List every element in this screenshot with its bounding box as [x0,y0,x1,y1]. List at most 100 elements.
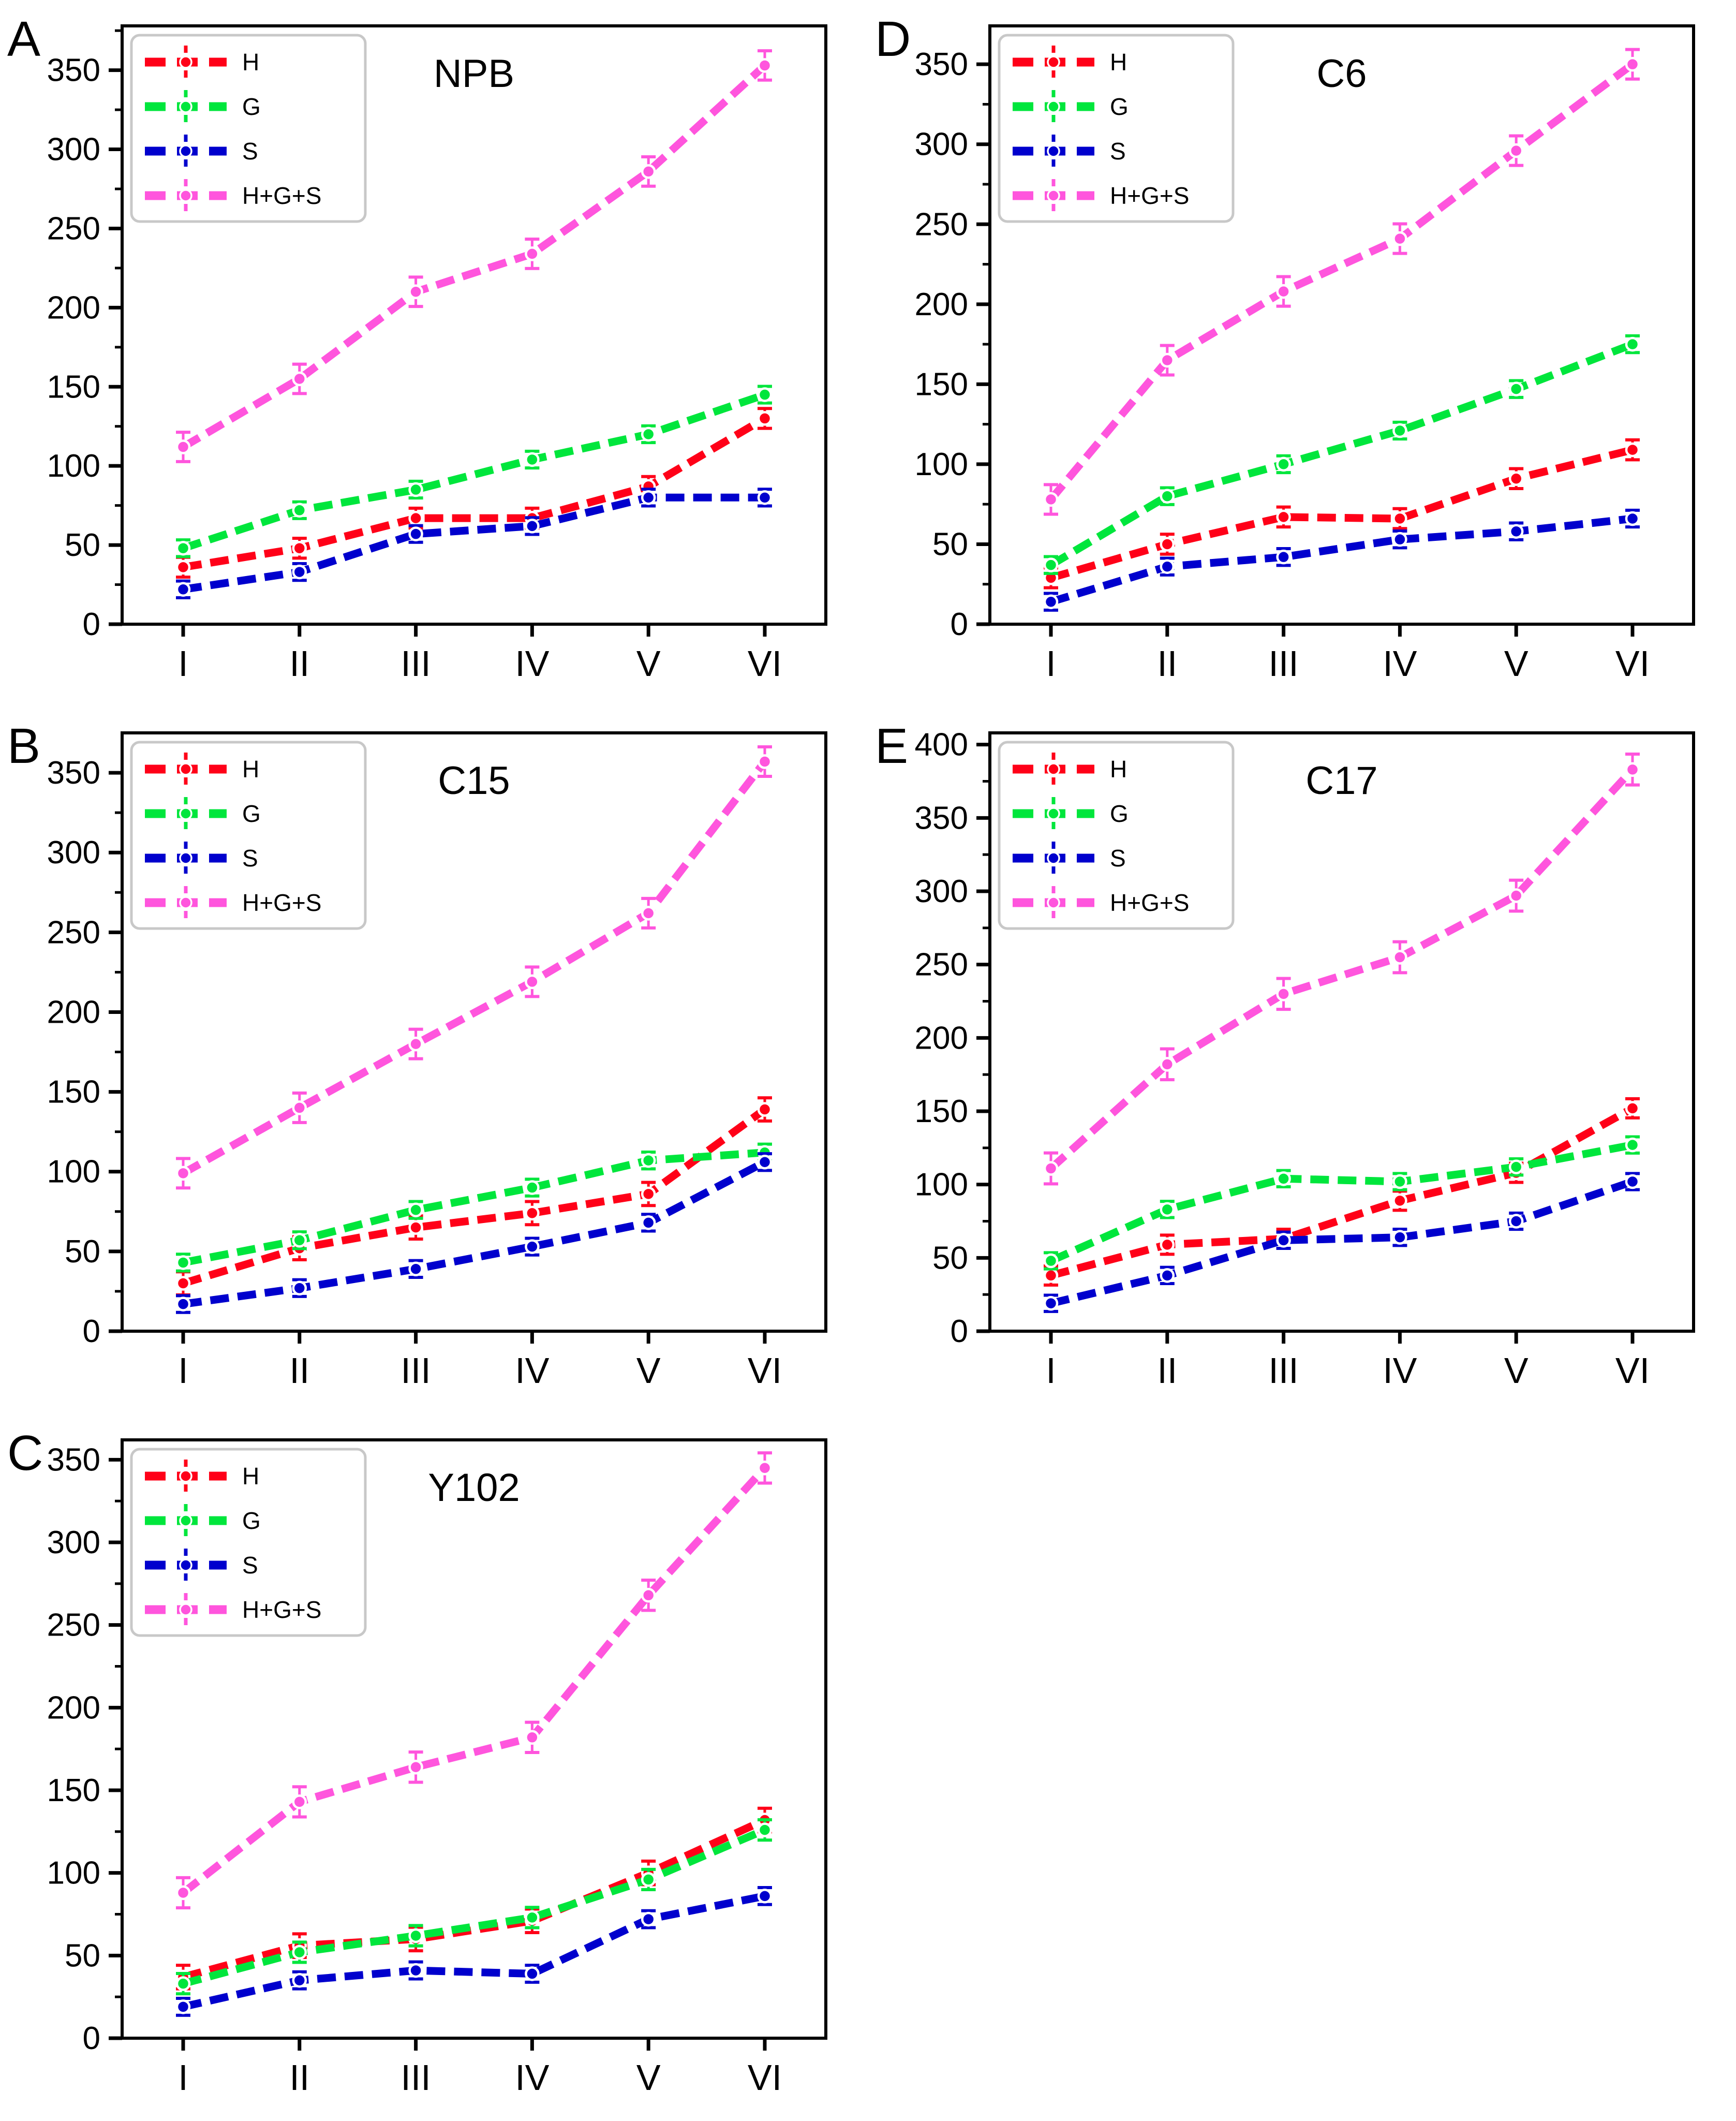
data-point-H [1160,537,1175,552]
data-point-G [641,1872,656,1887]
data-point-HplusGplusS [641,906,656,921]
panel-D-cell: D 0 50 100 150 200 250 300 350 I II III IV V VI C6 H G S H+… [868,0,1736,707]
x-tick-label: IV [1383,1350,1417,1391]
chart-title-E: C17 [1305,759,1377,803]
data-point-S [408,1963,423,1978]
legend-marker-glyph [179,55,192,69]
panel-C-cell: C 0 50 100 150 200 250 300 350 I II III IV V VI Y102 H G S… [0,1414,868,2121]
legend-marker-glyph [179,896,192,909]
legend-box [998,34,1235,223]
data-point-HplusGplusS [292,1100,307,1115]
legend-entry-HplusGplusS: H+G+S [145,886,321,919]
y-tick-label: 0 [83,1314,100,1349]
legend-label-G: G [1110,93,1129,120]
y-tick-label: 200 [47,994,100,1030]
legend-marker-glyph [1047,189,1060,202]
y-tick-label: 100 [47,1154,100,1190]
series-line-G [182,1826,766,1987]
x-tick-label: II [289,2057,309,2098]
data-point-G [292,1233,307,1248]
y-tick-label: 300 [47,835,100,871]
data-point-HplusGplusS [1392,950,1407,965]
series-line-HplusGplusS [181,1465,768,1896]
legend-marker-glyph [179,1514,192,1527]
data-point-G [1160,1202,1175,1217]
data-point-G [175,540,191,556]
y-tick-label: 150 [47,1773,100,1808]
panel-letter-B: B [7,718,40,774]
x-tick-label: V [636,1350,661,1391]
x-tick-label: VI [1615,1350,1650,1391]
data-point-S [1043,1295,1059,1311]
y-tick-label: 350 [915,47,968,82]
legend-entry-G: G [1013,90,1129,123]
y-tick-label: 200 [915,287,968,322]
data-point-S [1625,1174,1640,1189]
y-tick-label: 50 [65,1234,100,1270]
legend-marker-glyph [179,762,192,776]
y-tick-label: 100 [915,447,968,482]
data-point-HplusGplusS [408,1036,423,1052]
legend-label-HplusGplusS: H+G+S [242,889,321,916]
data-point-HplusGplusS [292,1794,307,1809]
data-point-HplusGplusS [175,1166,191,1181]
series-line-S [1050,1177,1634,1307]
data-point-G [408,1202,423,1217]
legend-entry-G: G [1013,797,1129,830]
data-point-G [525,1180,540,1195]
data-point-HplusGplusS [1043,492,1059,507]
legend-label-G: G [1110,800,1129,827]
legend-entry-H: H [145,46,259,79]
y-tick-label: 0 [951,1314,968,1349]
data-point-HplusGplusS [1160,1057,1175,1072]
x-tick-label: II [289,1350,309,1391]
data-point-S [1160,1268,1175,1283]
y-tick-label: 250 [47,1608,100,1643]
legend-label-G: G [242,1507,261,1534]
data-point-G [292,1945,307,1960]
data-point-S [641,1911,656,1927]
series-line-HplusGplusS [181,62,768,450]
y-tick-label: 200 [915,1020,968,1056]
series-line-G [182,391,766,552]
plot-border [121,24,827,626]
legend-entry-S: S [145,842,258,875]
legend-marker-glyph [179,100,192,113]
data-point-S [757,490,773,505]
x-tick-label: VI [1615,643,1650,684]
legend-label-H: H [242,756,259,783]
legend: HGS H+G+S [130,1448,367,1637]
series-line-HplusGplusS [181,759,768,1177]
legend-label-HplusGplusS: H+G+S [1110,889,1189,916]
y-tick-label: 0 [83,2021,100,2056]
data-point-HplusGplusS [1276,986,1291,1001]
y-tick-label: 150 [915,1094,968,1129]
legend-marker-glyph [179,189,192,202]
x-tick-label: II [1157,1350,1177,1391]
data-point-G [757,1822,773,1837]
data-point-G [1392,1174,1407,1189]
data-point-G [408,482,423,497]
data-point-S [1160,559,1175,574]
data-point-S [757,1154,773,1170]
legend-label-H: H [242,49,259,76]
legend-marker-glyph [179,851,192,865]
x-tick-label: V [636,2057,661,2098]
y-tick-label: 0 [83,607,100,642]
y-tick-label: 350 [47,1442,100,1478]
chart-title-B: C15 [438,759,510,803]
y-tick-label: 250 [915,207,968,242]
legend-marker-glyph [179,1603,192,1616]
data-point-G [1625,336,1640,352]
legend-label-S: S [1110,138,1126,165]
data-point-S [175,582,191,597]
data-point-S [175,1297,191,1312]
data-point-HplusGplusS [1508,143,1524,158]
y-tick-label: 150 [47,1074,100,1110]
data-point-S [757,1889,773,1904]
y-tick-label: 0 [951,607,968,642]
data-point-S [1043,594,1059,609]
y-tick-label: 300 [47,1525,100,1560]
